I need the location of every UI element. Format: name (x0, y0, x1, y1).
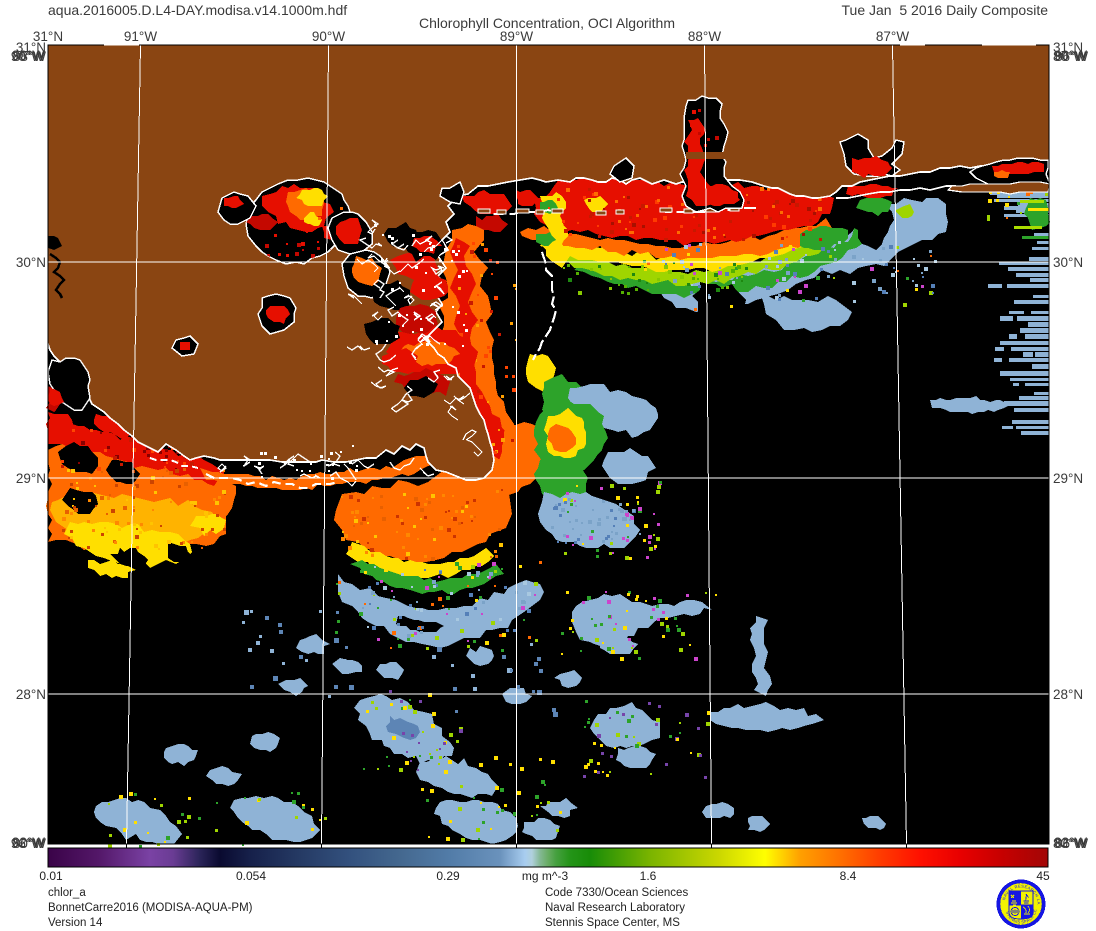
svg-text:28°N: 28°N (1053, 687, 1083, 702)
svg-text:Chlorophyll Concentration, OCI: Chlorophyll Concentration, OCI Algorithm (419, 15, 675, 31)
svg-text:80°W: 80°W (13, 836, 46, 851)
svg-text:86°W: 86°W (1055, 49, 1088, 64)
svg-text:45: 45 (1036, 869, 1050, 883)
svg-text:Stennis Space Center, MS: Stennis Space Center, MS (545, 917, 680, 929)
svg-text:31°N: 31°N (16, 40, 46, 55)
svg-text:0.054: 0.054 (236, 869, 266, 883)
svg-text:82°W: 82°W (1054, 835, 1087, 850)
svg-text:88°W: 88°W (688, 29, 721, 44)
svg-text:chlor_a: chlor_a (48, 887, 86, 899)
svg-text:BonnetCarre2016 (MODISA-AQUA-P: BonnetCarre2016 (MODISA-AQUA-PM) (48, 902, 253, 914)
svg-text:80°W: 80°W (1053, 49, 1086, 64)
svg-text:0.01: 0.01 (39, 869, 63, 883)
svg-text:1.6: 1.6 (640, 869, 657, 883)
svg-text:28°N: 28°N (16, 687, 46, 702)
svg-text:aqua.2016005.D.L4-DAY.modisa.v: aqua.2016005.D.L4-DAY.modisa.v14.1000m.h… (48, 2, 347, 18)
svg-text:90°W: 90°W (1054, 48, 1087, 63)
svg-text:96°W: 96°W (11, 836, 44, 851)
svg-text:87°W: 87°W (876, 29, 909, 44)
svg-text:88°W: 88°W (13, 49, 46, 64)
svg-text:29°N: 29°N (16, 471, 46, 486)
svg-text:Tue Jan 5 2016 Daily Composit: Tue Jan 5 2016 Daily Composite (842, 2, 1049, 18)
svg-text:Version 14: Version 14 (48, 917, 103, 929)
svg-text:Code 7330/Ocean Sciences: Code 7330/Ocean Sciences (545, 887, 688, 899)
svg-text:Naval Research Laboratory: Naval Research Laboratory (545, 902, 685, 914)
svg-text:0.29: 0.29 (436, 869, 460, 883)
svg-text:31°N: 31°N (1053, 40, 1083, 55)
svg-text:30°N: 30°N (1053, 255, 1083, 270)
svg-text:82°W: 82°W (12, 835, 45, 850)
svg-text:mg m^-3: mg m^-3 (522, 869, 569, 883)
svg-text:90°W: 90°W (312, 29, 345, 44)
svg-text:89°W: 89°W (500, 29, 533, 44)
svg-text:91°W: 91°W (124, 29, 157, 44)
svg-text:8.4: 8.4 (840, 869, 857, 883)
svg-text:29°N: 29°N (1053, 471, 1083, 486)
svg-text:31°N: 31°N (33, 29, 63, 44)
svg-text:90°W: 90°W (11, 49, 44, 64)
svg-text:30°N: 30°N (16, 255, 46, 270)
svg-text:80°W: 80°W (1053, 836, 1086, 851)
svg-text:86°W: 86°W (12, 48, 45, 63)
svg-text:86°W: 86°W (1055, 836, 1088, 851)
